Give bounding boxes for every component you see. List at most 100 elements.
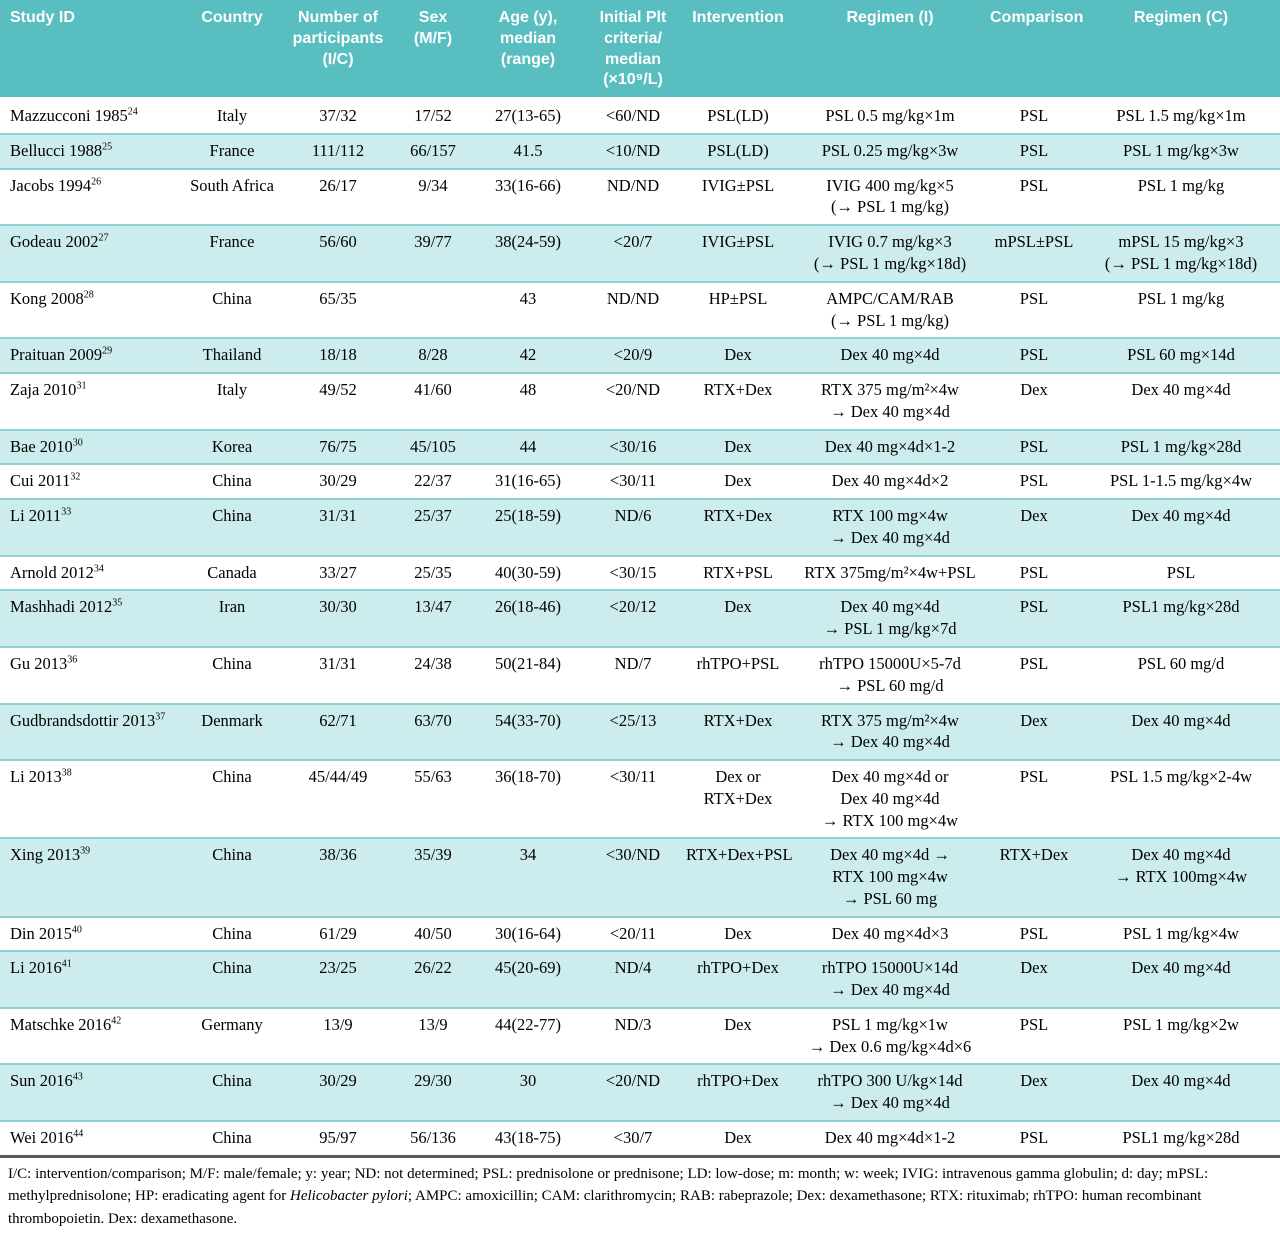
column-header-comparison: Comparison	[986, 0, 1083, 99]
cell-age: 41.5	[472, 133, 584, 170]
cell-comparison: PSL	[986, 555, 1082, 592]
column-header-age: Age (y), median (range)	[472, 0, 584, 99]
cell-country: China	[182, 281, 282, 340]
table-row: Praituan 200929 Thailand 18/18 8/28 42 <20/9 D…	[0, 338, 1280, 375]
cell-sex: 8/28	[394, 338, 472, 375]
cell-regimen_c: PSL1 mg/kg×28d	[1082, 590, 1280, 648]
cell-participants: 95/97	[282, 1120, 394, 1158]
cell-regimen_c: PSL 60 mg/d	[1082, 646, 1280, 705]
table-row: Xing 201339 China 38/36 35/39 34 <30/ND RTX+De…	[0, 838, 1280, 918]
column-header-regimen_c: Regimen (C)	[1082, 0, 1280, 99]
cell-country: China	[182, 838, 282, 918]
study-ref-superscript: 26	[91, 176, 102, 188]
cell-age: 45(20-69)	[472, 951, 584, 1009]
cell-regimen_c: Dex 40 mg×4d	[1082, 951, 1280, 1009]
cell-age: 26(18-46)	[472, 590, 584, 648]
table-row: Mashhadi 201235 Iran 30/30 13/47 26(18-46) <2…	[0, 590, 1280, 648]
footnote-italic-species: Helicobacter pylori	[290, 1188, 408, 1205]
table-row: Din 201540 China 61/29 40/50 30(16-64) <20/11…	[0, 916, 1280, 953]
cell-participants: 56/60	[282, 225, 394, 283]
cell-intervention: RTX+Dex	[682, 499, 794, 557]
cell-participants: 31/31	[282, 646, 394, 705]
cell-plt: <20/ND	[584, 1064, 682, 1122]
cell-country: Italy	[182, 98, 282, 135]
cell-regimen_c: PSL 60 mg×14d	[1082, 338, 1280, 375]
table-row: Li 201338 China 45/44/49 55/63 36(18-70) <30/…	[0, 760, 1280, 840]
cell-age: 25(18-59)	[472, 499, 584, 557]
cell-comparison: PSL	[986, 1007, 1082, 1066]
cell-regimen_i: RTX 375 mg/m²×4w → Dex 40 mg×4d	[794, 373, 986, 431]
cell-comparison: PSL	[986, 338, 1082, 375]
study-id-text: Bellucci 1988	[10, 140, 103, 160]
cell-study: Jacobs 199426	[0, 168, 182, 227]
cell-intervention: Dex	[682, 590, 794, 648]
cell-intervention: Dex	[682, 338, 794, 375]
cell-age: 44(22-77)	[472, 1007, 584, 1066]
cell-study: Gu 201336	[0, 646, 182, 705]
cell-regimen_c: PSL 1 mg/kg×28d	[1082, 429, 1280, 466]
study-ref-superscript: 42	[111, 1015, 122, 1027]
column-header-country: Country	[182, 0, 282, 99]
cell-regimen_i: Dex 40 mg×4d	[794, 338, 986, 375]
cell-regimen_i: Dex 40 mg×4d or Dex 40 mg×4d → RTX 100 m…	[794, 760, 986, 840]
cell-sex: 25/35	[394, 555, 472, 592]
cell-comparison: PSL	[986, 1120, 1082, 1158]
cell-study: Sun 201643	[0, 1064, 182, 1122]
cell-intervention: RTX+Dex	[682, 703, 794, 762]
cell-participants: 61/29	[282, 916, 394, 953]
cell-sex: 25/37	[394, 499, 472, 557]
cell-plt: ND/6	[584, 499, 682, 557]
cell-sex: 39/77	[394, 225, 472, 283]
cell-participants: 26/17	[282, 168, 394, 227]
cell-plt: <20/7	[584, 225, 682, 283]
cell-sex: 56/136	[394, 1120, 472, 1158]
study-id-text: Wei 2016	[10, 1127, 74, 1147]
cell-age: 36(18-70)	[472, 760, 584, 840]
cell-country: Korea	[182, 429, 282, 466]
cell-comparison: PSL	[986, 133, 1082, 170]
cell-comparison: PSL	[986, 429, 1082, 466]
study-id-text: Li 2011	[10, 506, 62, 526]
cell-intervention: Dex	[682, 429, 794, 466]
cell-comparison: Dex	[986, 373, 1082, 431]
table-row: Gu 201336 China 31/31 24/38 50(21-84) ND/7 rhT…	[0, 646, 1280, 705]
cell-participants: 23/25	[282, 951, 394, 1009]
cell-age: 27(13-65)	[472, 98, 584, 135]
cell-intervention: PSL(LD)	[682, 98, 794, 135]
cell-age: 31(16-65)	[472, 464, 584, 501]
cell-regimen_i: RTX 100 mg×4w → Dex 40 mg×4d	[794, 499, 986, 557]
table-row: Matschke 201642 Germany 13/9 13/9 44(22-77) N…	[0, 1007, 1280, 1066]
study-ref-superscript: 40	[71, 924, 82, 936]
cell-sex: 17/52	[394, 98, 472, 135]
cell-age: 48	[472, 373, 584, 431]
cell-comparison: RTX+Dex	[986, 838, 1082, 918]
cell-country: Thailand	[182, 338, 282, 375]
study-id-text: Gudbrandsdottir 2013	[10, 710, 156, 730]
cell-regimen_i: rhTPO 300 U/kg×14d → Dex 40 mg×4d	[794, 1064, 986, 1122]
cell-sex: 26/22	[394, 951, 472, 1009]
cell-age: 34	[472, 838, 584, 918]
study-ref-superscript: 36	[67, 654, 78, 666]
cell-plt: <10/ND	[584, 133, 682, 170]
study-id-text: Godeau 2002	[10, 232, 99, 252]
cell-sex: 29/30	[394, 1064, 472, 1122]
header-row: Study ID Country Number of participants (I…	[0, 0, 1280, 99]
cell-intervention: RTX+Dex	[682, 373, 794, 431]
study-id-text: Li 2016	[10, 958, 62, 978]
study-ref-superscript: 39	[80, 845, 91, 857]
cell-intervention: IVIG±PSL	[682, 168, 794, 227]
cell-age: 30(16-64)	[472, 916, 584, 953]
cell-study: Xing 201339	[0, 838, 182, 918]
cell-age: 43	[472, 281, 584, 340]
cell-participants: 76/75	[282, 429, 394, 466]
cell-plt: ND/ND	[584, 168, 682, 227]
table-row: Bae 201030 Korea 76/75 45/105 44 <30/16 Dex Dex…	[0, 429, 1280, 466]
cell-country: China	[182, 760, 282, 840]
cell-age: 30	[472, 1064, 584, 1122]
cell-intervention: Dex or RTX+Dex	[682, 760, 794, 840]
cell-sex: 55/63	[394, 760, 472, 840]
cell-intervention: Dex	[682, 464, 794, 501]
cell-study: Li 201338	[0, 760, 182, 840]
study-id-text: Sun 2016	[10, 1071, 73, 1091]
cell-regimen_c: PSL 1 mg/kg	[1082, 168, 1280, 227]
